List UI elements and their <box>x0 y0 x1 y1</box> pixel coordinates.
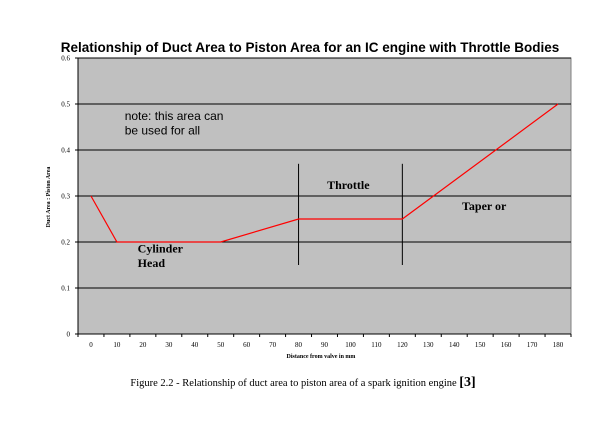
x-tick-label: 100 <box>345 341 356 349</box>
x-tick-label: 0 <box>89 341 93 349</box>
x-tick-label: 90 <box>321 341 329 349</box>
x-tick-label: 80 <box>295 341 303 349</box>
x-tick-label: 110 <box>371 341 382 349</box>
x-tick-label: 160 <box>501 341 512 349</box>
x-tick-label: 60 <box>243 341 251 349</box>
axes <box>75 57 572 337</box>
x-tick-label: 170 <box>527 341 538 349</box>
y-tick-label: 0.2 <box>61 239 70 247</box>
annotations: note: this area can be used for all Thrott… <box>125 109 507 270</box>
annotation-line: be used for all <box>125 124 200 138</box>
y-axis-title: Duct Area : Piston Area <box>46 167 52 228</box>
annotation-line: Cylinder <box>138 242 184 256</box>
y-tick-label: 0.4 <box>61 147 70 155</box>
x-tick-label: 30 <box>165 341 173 349</box>
x-tick-label: 70 <box>269 341 277 349</box>
annotation-text: note: this area can be used for all <box>125 109 224 137</box>
x-tick-label: 140 <box>449 341 460 349</box>
annotation-text: Throttle <box>327 178 370 192</box>
annotation-line: Head <box>138 256 166 270</box>
x-tick-labels: 0 10 20 30 40 50 60 70 80 90 100 110 120 130 140 150 160… <box>89 341 564 349</box>
y-tick-labels: 0 0.1 0.2 0.3 0.4 0.5 0.6 <box>61 55 70 339</box>
annotation-text: Cylinder Head <box>138 242 184 270</box>
y-tick-label: 0 <box>67 331 71 339</box>
section-markers <box>298 163 403 265</box>
y-tick-label: 0.6 <box>61 55 70 63</box>
caption-reference: [3] <box>459 375 475 390</box>
annotation-line: Taper or <box>462 199 507 213</box>
annotation-line: note: this area can <box>125 109 224 123</box>
figure-caption: Figure 2.2 - Relationship of duct area t… <box>130 375 475 390</box>
series-line <box>90 103 559 243</box>
annotation-line: Throttle <box>327 178 370 192</box>
y-tick-label: 0.1 <box>61 285 70 293</box>
x-axis-title: Distance from valve in mm <box>287 354 356 360</box>
x-tick-label: 40 <box>191 341 199 349</box>
y-tick-label: 0.3 <box>61 193 70 201</box>
x-tick-label: 20 <box>139 341 147 349</box>
annotation-text: Taper or <box>462 199 507 213</box>
x-tick-label: 120 <box>397 341 408 349</box>
y-tick-label: 0.5 <box>61 101 70 109</box>
x-tick-label: 50 <box>217 341 225 349</box>
x-tick-label: 150 <box>475 341 486 349</box>
series-lines <box>90 103 559 243</box>
x-tick-label: 10 <box>113 341 121 349</box>
caption-text: Figure 2.2 - Relationship of duct area t… <box>130 378 459 389</box>
chart-title: Relationship of Duct Area to Piston Area… <box>61 40 560 55</box>
x-tick-label: 130 <box>423 341 434 349</box>
x-tick-label: 180 <box>553 341 564 349</box>
